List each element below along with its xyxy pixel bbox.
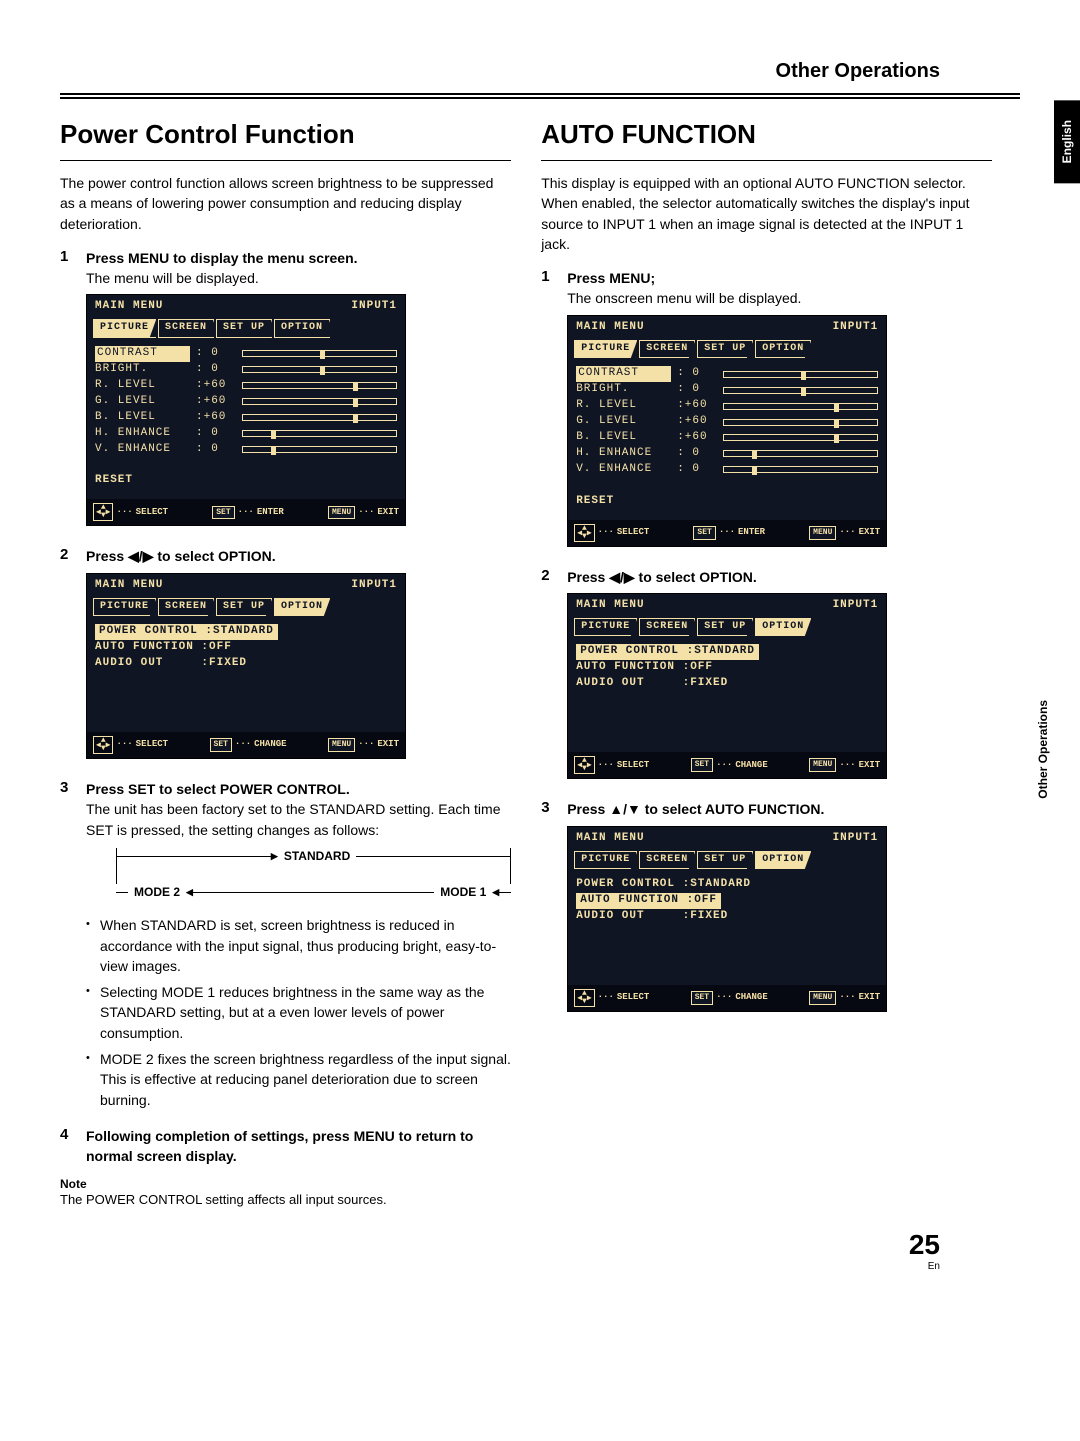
left-title: Power Control Function [60,119,511,150]
left-intro: The power control function allows screen… [60,173,511,234]
header-rule [60,93,1020,99]
page-number: 25 [60,1229,1020,1261]
menu-screenshot-option: MAIN MENUINPUT1 PICTURESCREENSET UPOPTIO… [567,593,887,779]
step-number: 4 [60,1126,76,1167]
language-tab: English [1054,100,1080,183]
step-number: 1 [60,248,76,537]
menu-screenshot-option: MAIN MENUINPUT1 PICTURESCREENSET UPOPTIO… [86,573,406,759]
right-intro: This display is equipped with an optiona… [541,173,992,254]
step-heading: Press ◀/▶ to select OPTION. [86,546,511,566]
bullet: When STANDARD is set, screen brightness … [86,915,511,976]
step-text: The onscreen menu will be displayed. [567,288,992,308]
bullet: MODE 2 fixes the screen brightness regar… [86,1049,511,1110]
right-title: AUTO FUNCTION [541,119,992,150]
step-number: 2 [60,546,76,769]
step-heading: Press ▲/▼ to select AUTO FUNCTION. [567,799,992,819]
step-heading: Following completion of settings, press … [86,1126,511,1167]
step-number: 1 [541,268,557,557]
cycle-diagram: ▶ STANDARD MODE 2 [116,848,511,901]
left-column: Power Control Function The power control… [60,119,511,1209]
bullet: Selecting MODE 1 reduces brightness in t… [86,982,511,1043]
step-text: The menu will be displayed. [86,268,511,288]
menu-screenshot-picture: MAIN MENUINPUT1 PICTURESCREENSET UPOPTIO… [567,315,887,547]
note-heading: Note [60,1177,511,1191]
step-heading: Press MENU to display the menu screen. [86,248,511,268]
step-text: The unit has been factory set to the STA… [86,799,511,840]
rule [541,160,992,161]
cycle-mode1: MODE 1 [434,884,492,901]
note-text: The POWER CONTROL setting affects all in… [60,1191,511,1209]
right-column: AUTO FUNCTION This display is equipped w… [541,119,992,1209]
step-heading: Press SET to select POWER CONTROL. [86,779,511,799]
step-number: 3 [541,799,557,1022]
side-tab: Other Operations [1036,700,1050,799]
menu-screenshot-picture: MAIN MENUINPUT1 PICTURESCREENSET UPOPTIO… [86,294,406,526]
section-header: Other Operations [60,60,1020,83]
rule [60,160,511,161]
cycle-standard: STANDARD [278,848,356,865]
menu-screenshot-option: MAIN MENUINPUT1 PICTURESCREENSET UPOPTIO… [567,826,887,1012]
step-number: 3 [60,779,76,1116]
step-heading: Press ◀/▶ to select OPTION. [567,567,992,587]
step-heading: Press MENU; [567,268,992,288]
page-lang: En [60,1261,1020,1272]
cycle-mode2: MODE 2 [128,884,186,901]
step-number: 2 [541,567,557,790]
